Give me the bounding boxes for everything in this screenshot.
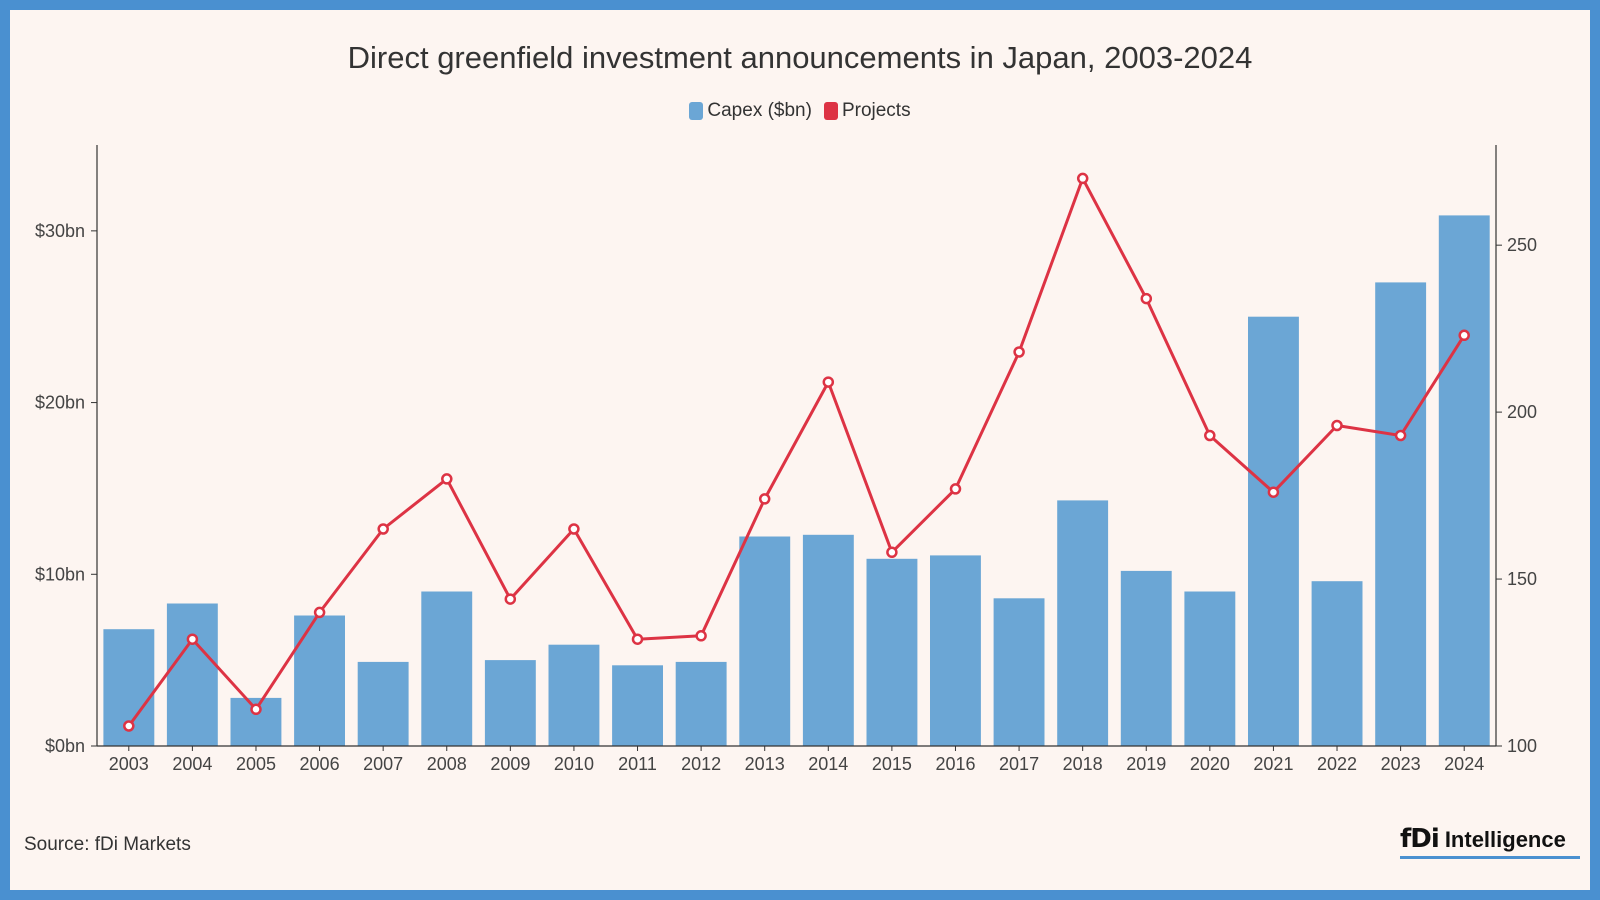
point-projects-2006 — [313, 606, 326, 619]
y-right-tick-label: 250 — [1507, 235, 1537, 255]
x-tick-label-2005: 2005 — [236, 754, 276, 774]
bar-capex-2016 — [930, 555, 981, 746]
source-note: Source: fDi Markets — [24, 834, 191, 855]
bar-capex-2017 — [993, 598, 1045, 746]
point-projects-2023 — [1394, 429, 1407, 442]
brand-word: Intelligence — [1444, 827, 1566, 852]
point-projects-2011 — [631, 633, 644, 645]
y-left-tick-label: $30bn — [35, 221, 85, 241]
legend-label-capex: Capex ($bn) — [707, 100, 812, 121]
bar-capex-2014 — [802, 534, 854, 746]
x-tick-label-2015: 2015 — [872, 754, 912, 774]
y-left-tick-label: $0bn — [45, 736, 85, 756]
point-projects-2003 — [123, 720, 135, 732]
x-tick-label-2012: 2012 — [681, 754, 721, 774]
point-projects-2019 — [1140, 292, 1153, 305]
legend-label-projects: Projects — [841, 100, 911, 121]
x-tick-label-2020: 2020 — [1190, 754, 1230, 774]
point-projects-2018 — [1076, 172, 1089, 185]
bar-capex-2013 — [739, 536, 791, 746]
y-left-tick-label: $10bn — [35, 564, 85, 584]
point-projects-2012 — [695, 630, 707, 642]
bar-capex-2006 — [294, 615, 345, 746]
x-tick-label-2009: 2009 — [490, 754, 530, 774]
brand-mark: fDi — [1400, 824, 1440, 854]
bar-capex-2015 — [866, 558, 918, 746]
line-projects — [127, 176, 1466, 727]
bar-capex-2018 — [1057, 500, 1109, 746]
point-projects-2014 — [822, 376, 835, 388]
legend-swatch-capex — [689, 102, 704, 120]
bar-capex-2012 — [675, 661, 727, 746]
y-right-tick-label: 200 — [1507, 402, 1537, 422]
chart-legend: Capex ($bn) Projects — [10, 100, 1590, 122]
chart-title: Direct greenfield investment announcemen… — [347, 40, 1253, 75]
x-tick-label-2021: 2021 — [1253, 754, 1293, 774]
y-left-tick-label: $20bn — [35, 393, 85, 413]
point-projects-2007 — [377, 523, 389, 535]
point-projects-2015 — [886, 546, 898, 559]
bar-capex-2021 — [1248, 316, 1299, 746]
x-tick-label-2014: 2014 — [808, 754, 848, 774]
point-projects-2020 — [1204, 429, 1216, 442]
x-tick-label-2008: 2008 — [427, 754, 467, 774]
chart-plot: $0bn $10bn $20bn $30bn 100 150 200 250 2003 2004 2… — [35, 145, 1537, 774]
point-projects-2010 — [568, 523, 580, 535]
bar-capex-2011 — [612, 665, 663, 746]
x-tick-label-2011: 2011 — [618, 754, 657, 774]
bar-capex-2022 — [1311, 581, 1363, 746]
bar-capex-2019 — [1120, 570, 1172, 746]
point-projects-2013 — [758, 493, 771, 505]
legend-item-capex[interactable]: Capex ($bn) — [689, 100, 812, 122]
x-tick-label-2024: 2024 — [1444, 754, 1484, 774]
brand-logo: fDi Intelligence — [1400, 824, 1580, 859]
x-tick-label-2006: 2006 — [300, 754, 340, 774]
point-projects-2016 — [949, 483, 962, 495]
point-projects-2022 — [1331, 419, 1343, 432]
y-right-tick-label: 150 — [1507, 569, 1537, 589]
x-tick-label-2018: 2018 — [1063, 754, 1103, 774]
x-tick-label-2013: 2013 — [745, 754, 785, 774]
legend-swatch-projects — [823, 102, 838, 120]
bar-capex-2004 — [166, 603, 218, 746]
bar-capex-2008 — [421, 591, 473, 746]
x-tick-label-2019: 2019 — [1126, 754, 1166, 774]
bar-capex-2020 — [1184, 591, 1236, 746]
x-tick-label-2022: 2022 — [1317, 754, 1357, 774]
point-projects-2017 — [1013, 346, 1025, 358]
x-tick-label-2023: 2023 — [1381, 754, 1421, 774]
point-projects-2008 — [441, 473, 453, 485]
legend-item-projects[interactable]: Projects — [823, 100, 911, 122]
point-projects-2005 — [250, 703, 262, 716]
bar-capex-2010 — [548, 644, 600, 746]
point-projects-2009 — [504, 593, 517, 605]
bar-capex-2023 — [1375, 282, 1427, 746]
point-projects-2024 — [1458, 329, 1470, 342]
x-tick-label-2016: 2016 — [935, 754, 975, 774]
bar-capex-2009 — [484, 660, 536, 746]
x-tick-label-2017: 2017 — [999, 754, 1039, 774]
x-tick-label-2010: 2010 — [554, 754, 594, 774]
point-projects-2004 — [186, 633, 199, 645]
point-projects-2021 — [1267, 486, 1280, 498]
x-tick-label-2004: 2004 — [172, 754, 212, 774]
x-tick-label-2003: 2003 — [109, 754, 149, 774]
bar-capex-2007 — [357, 661, 409, 746]
chart-frame: Direct greenfield investment announcemen… — [10, 10, 1590, 890]
x-tick-label-2007: 2007 — [363, 754, 403, 774]
bar-capex-2024 — [1438, 215, 1490, 746]
y-right-tick-label: 100 — [1507, 736, 1537, 756]
